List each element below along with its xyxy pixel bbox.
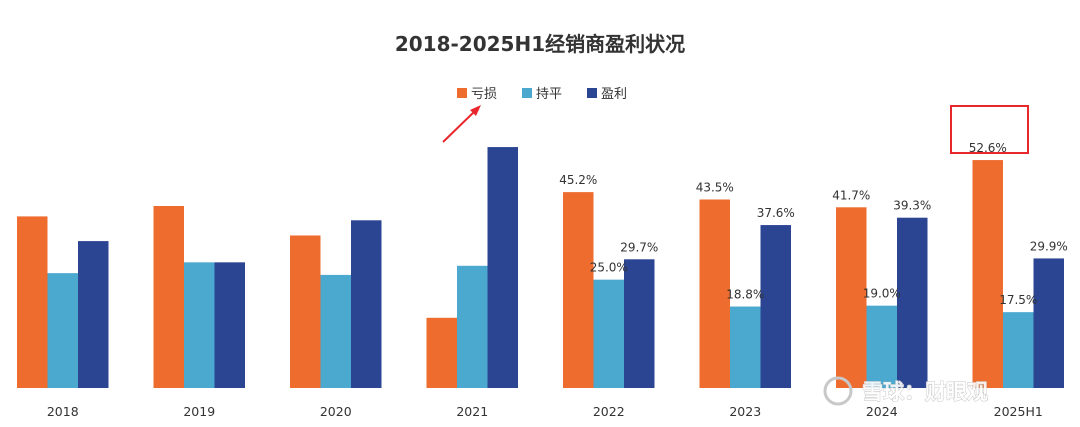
- x-tick-2025H1: 2025H1: [994, 404, 1043, 419]
- bar-2021-0: [426, 317, 457, 388]
- bar-2024-2: [897, 217, 928, 388]
- bar-2021-1: [457, 265, 488, 388]
- legend-label-2: 盈利: [601, 87, 627, 102]
- bar-2018-2: [78, 241, 109, 388]
- data-label-2022-2: 29.7%: [620, 240, 658, 254]
- x-tick-2018: 2018: [47, 404, 79, 419]
- bar-2018-1: [47, 273, 78, 388]
- data-label-2024-0: 41.7%: [832, 188, 870, 202]
- legend-label-0: 亏损: [471, 87, 497, 102]
- bar-2022-1: [593, 279, 624, 388]
- bar-2018-0: [17, 216, 48, 388]
- bar-2025H1-0: [972, 160, 1003, 388]
- bar-2020-0: [290, 235, 321, 388]
- bar-2023-1: [730, 306, 761, 388]
- data-label-2025H1-2: 29.9%: [1030, 239, 1068, 253]
- x-tick-2019: 2019: [183, 404, 215, 419]
- bar-2019-2: [214, 262, 245, 388]
- data-label-2025H1-1: 17.5%: [999, 293, 1037, 307]
- data-label-2022-0: 45.2%: [559, 173, 597, 187]
- watermark-text: 雪球：财眼观: [862, 380, 988, 404]
- bar-2025H1-2: [1033, 258, 1064, 388]
- data-label-2024-1: 19.0%: [863, 287, 901, 301]
- bar-2020-2: [351, 220, 382, 388]
- watermark-logo-icon: [823, 376, 853, 406]
- bar-2020-1: [320, 274, 351, 388]
- bar-2022-0: [563, 192, 594, 388]
- legend-swatch-2: [587, 88, 597, 98]
- bar-2023-2: [760, 225, 791, 388]
- bar-2024-0: [836, 207, 867, 388]
- bar-2022-2: [624, 259, 655, 388]
- legend-label-1: 持平: [536, 87, 562, 102]
- red-arrow-line: [442, 110, 476, 143]
- x-tick-2024: 2024: [866, 404, 898, 419]
- data-label-2022-1: 25.0%: [590, 261, 628, 275]
- x-tick-2020: 2020: [320, 404, 352, 419]
- red-arrow-head: [470, 105, 481, 116]
- x-axis-ticks: 2018 2019 2020 2021 2022 2023 2024 2025H1: [47, 404, 1043, 419]
- data-label-2024-2: 39.3%: [893, 199, 931, 213]
- watermark: 雪球：财眼观: [823, 376, 988, 406]
- legend: 亏损 持平 盈利: [457, 87, 627, 102]
- data-label-2023-0: 43.5%: [696, 181, 734, 195]
- x-tick-2021: 2021: [456, 404, 488, 419]
- annotations: 雪球：财眼观: [442, 105, 1029, 406]
- bar-2019-1: [184, 262, 215, 388]
- highlight-box: [950, 105, 1029, 154]
- bar-2019-0: [153, 206, 184, 388]
- legend-swatch-0: [457, 88, 467, 98]
- bar-2024-1: [866, 305, 897, 388]
- legend-swatch-1: [522, 88, 532, 98]
- data-label-2025H1-0: 52.6%: [969, 141, 1007, 155]
- x-tick-2023: 2023: [729, 404, 761, 419]
- data-label-2023-2: 37.6%: [757, 206, 795, 220]
- x-tick-2022: 2022: [593, 404, 625, 419]
- bar-2021-2: [487, 147, 518, 388]
- bar-2025H1-1: [1003, 312, 1034, 388]
- chart-title: 2018-2025H1经销商盈利状况: [395, 32, 685, 56]
- data-label-2023-1: 18.8%: [726, 288, 764, 302]
- bar-2023-0: [699, 199, 730, 388]
- bars-group: [17, 147, 1064, 388]
- data-labels-group: 45.2% 25.0% 29.7% 43.5% 18.8% 37.6% 41.7% 19.0%…: [559, 141, 1068, 307]
